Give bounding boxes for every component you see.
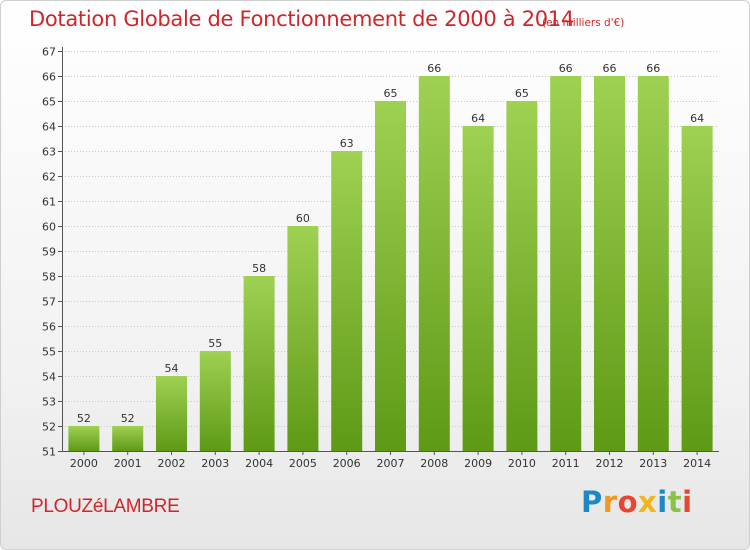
y-tick-label: 51 xyxy=(42,446,56,459)
y-tick-label: 53 xyxy=(42,396,56,409)
proxiti-logo[interactable]: Proxiti xyxy=(581,485,693,519)
bar-value-label: 58 xyxy=(252,262,266,275)
x-tick-label: 2001 xyxy=(114,457,142,470)
y-tick-label: 59 xyxy=(42,246,56,259)
bar-2001 xyxy=(112,426,144,451)
logo-letter: o xyxy=(617,485,639,519)
bar-2010 xyxy=(506,101,538,451)
y-tick-label: 58 xyxy=(42,271,56,284)
bar-2002 xyxy=(156,376,187,451)
x-tick-label: 2009 xyxy=(464,457,492,470)
logo-letter: P xyxy=(581,485,603,519)
logo-letter: i xyxy=(682,485,693,519)
x-tick-label: 2004 xyxy=(245,457,273,470)
bar-2003 xyxy=(199,351,231,451)
x-tick-label: 2011 xyxy=(552,457,580,470)
bar-value-label: 52 xyxy=(121,412,135,425)
x-tick-label: 2003 xyxy=(201,457,229,470)
x-tick-label: 2007 xyxy=(377,457,405,470)
bar-2013 xyxy=(637,76,669,451)
x-tick-label: 2013 xyxy=(639,457,667,470)
x-tick-label: 2002 xyxy=(158,457,186,470)
bar-value-label: 60 xyxy=(296,212,310,225)
bar-value-label: 64 xyxy=(690,112,704,125)
bar-2009 xyxy=(462,126,494,451)
y-tick-label: 54 xyxy=(42,371,56,384)
chart-unit: (en milliers d'€) xyxy=(542,17,625,29)
y-tick-label: 57 xyxy=(42,296,56,309)
bar-2000 xyxy=(68,426,100,451)
logo-letter: x xyxy=(638,485,658,519)
y-tick-label: 66 xyxy=(42,71,56,84)
y-tick-label: 56 xyxy=(42,321,56,334)
y-tick-label: 61 xyxy=(42,196,56,209)
bar-value-label: 55 xyxy=(208,337,222,350)
bar-value-label: 64 xyxy=(471,112,485,125)
y-tick-label: 60 xyxy=(42,221,56,234)
bar-2004 xyxy=(243,276,275,451)
logo-letter: t xyxy=(667,485,683,519)
bar-value-label: 63 xyxy=(340,137,354,150)
logo-letter: i xyxy=(657,485,668,519)
y-tick-label: 62 xyxy=(42,171,56,184)
bar-value-label: 66 xyxy=(603,62,617,75)
bar-2011 xyxy=(550,76,582,451)
y-tick-label: 63 xyxy=(42,146,56,159)
bar-value-label: 65 xyxy=(515,87,529,100)
bar-2012 xyxy=(594,76,625,451)
bar-value-label: 66 xyxy=(427,62,441,75)
bar-value-label: 66 xyxy=(559,62,573,75)
x-tick-label: 2000 xyxy=(70,457,98,470)
chart-title: Dotation Globale de Fonctionnement de 20… xyxy=(29,7,574,31)
bar-value-label: 66 xyxy=(646,62,660,75)
x-tick-label: 2012 xyxy=(596,457,624,470)
y-tick-label: 65 xyxy=(42,96,56,109)
x-tick-label: 2010 xyxy=(508,457,536,470)
bar-value-label: 54 xyxy=(165,362,179,375)
y-tick-label: 55 xyxy=(42,346,56,359)
bar-2006 xyxy=(331,151,363,451)
x-tick-label: 2006 xyxy=(333,457,361,470)
bar-2007 xyxy=(375,101,406,451)
bar-2014 xyxy=(681,126,713,451)
logo-letter: r xyxy=(602,485,618,519)
y-tick-label: 52 xyxy=(42,421,56,434)
bar-2008 xyxy=(418,76,450,451)
x-tick-label: 2008 xyxy=(420,457,448,470)
x-tick-label: 2014 xyxy=(683,457,711,470)
y-tick-label: 64 xyxy=(42,121,56,134)
bar-value-label: 52 xyxy=(77,412,91,425)
bars: 52 52 54 55 58 60 63 65 66 64 65 66 66 66 64 xyxy=(68,62,713,451)
axes: 51 52 53 54 55 56 57 58 59 60 61 62 63 64 65 66 67 2000 20… xyxy=(42,46,719,470)
y-tick-label: 67 xyxy=(42,46,56,59)
bar-2005 xyxy=(287,226,319,451)
x-tick-label: 2005 xyxy=(289,457,317,470)
commune-name: PLOUZéLAMBRE xyxy=(31,496,180,517)
bar-value-label: 65 xyxy=(384,87,398,100)
